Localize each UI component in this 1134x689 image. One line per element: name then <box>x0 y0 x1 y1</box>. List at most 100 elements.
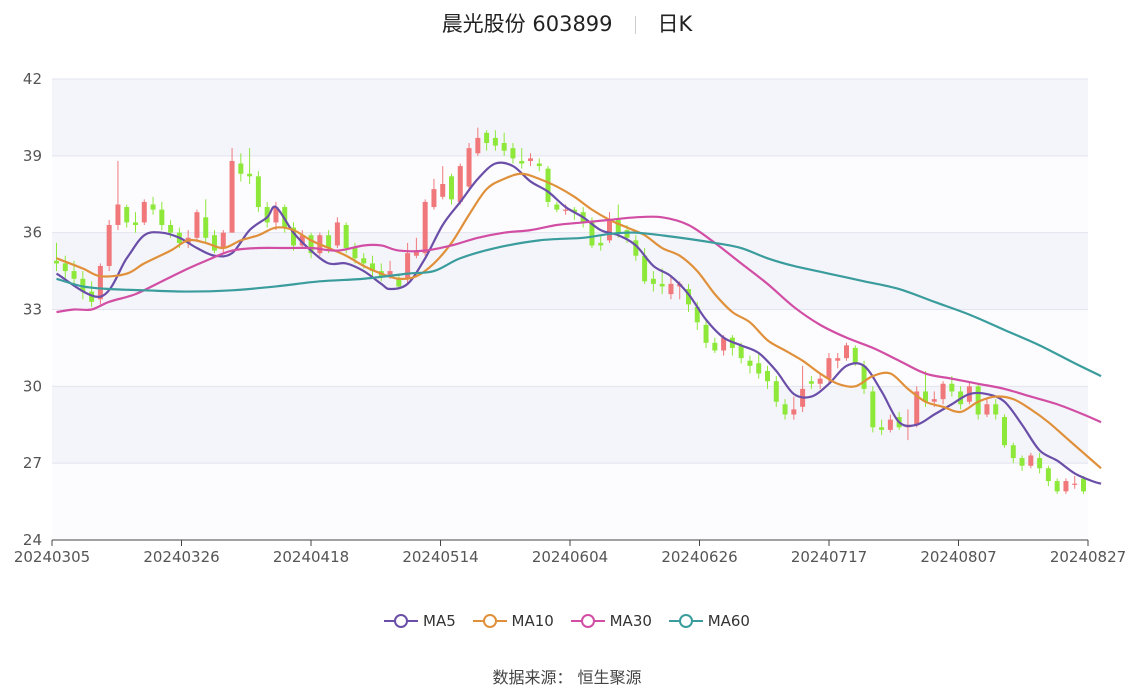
candle-body <box>194 212 200 238</box>
series-line-ma30 <box>56 215 1102 424</box>
x-tick-label: 20240514 <box>402 548 478 566</box>
candle-body <box>1054 481 1060 492</box>
legend-label-ma30: MA30 <box>609 612 652 630</box>
candle-body <box>501 143 507 151</box>
candle-body <box>492 137 498 146</box>
candle-body <box>54 260 59 264</box>
candle-body <box>387 271 393 277</box>
candle-body <box>457 166 463 202</box>
x-tick-label: 20240326 <box>143 548 219 566</box>
x-tick-label: 20240827 <box>1050 548 1126 566</box>
candle-body <box>923 391 928 402</box>
candle-body <box>115 204 121 225</box>
candle-body <box>835 358 841 361</box>
candle-body <box>510 148 516 159</box>
candlestick-chart: 24 27 30 33 36 39 42 20240305 20240326 20240418 20… <box>14 70 1126 566</box>
y-tick-label: 24 <box>23 531 42 549</box>
candle-body <box>1010 445 1016 459</box>
x-tick-label: 20240418 <box>273 548 349 566</box>
candle-body <box>668 283 674 295</box>
candle-body <box>238 163 244 174</box>
candle-body <box>62 263 68 272</box>
grid-band <box>52 79 1088 156</box>
candle-body <box>773 381 779 402</box>
legend: MA5 MA10 MA30 MA60 <box>0 612 1134 632</box>
candle-body <box>852 347 858 364</box>
candle-body <box>703 324 709 343</box>
x-tick-label: 20240305 <box>14 548 90 566</box>
candle-body <box>949 383 955 392</box>
candle-body <box>808 381 814 384</box>
candle-body <box>405 253 411 279</box>
y-tick-label: 39 <box>23 147 42 165</box>
candle-body <box>150 204 156 210</box>
legend-item-ma5[interactable]: MA5 <box>384 612 456 630</box>
candle-body <box>826 358 832 379</box>
candle-body <box>563 209 569 211</box>
candle-body <box>879 427 885 430</box>
x-tick-label: 20240717 <box>791 548 867 566</box>
candle-body <box>124 207 130 223</box>
candle-body <box>220 232 226 249</box>
candle-body <box>422 201 428 254</box>
candle-body <box>484 132 490 144</box>
candle-body <box>931 399 937 402</box>
candle-body <box>212 235 217 251</box>
y-tick-label: 27 <box>23 454 42 472</box>
candle-body <box>519 160 525 164</box>
candle-body <box>1002 417 1007 446</box>
candle-body <box>141 201 147 223</box>
legend-item-ma10[interactable]: MA10 <box>472 612 554 630</box>
grid-band <box>52 386 1088 464</box>
candle-body <box>765 370 770 382</box>
candle-body <box>615 219 621 233</box>
candle-body <box>334 222 340 246</box>
legend-item-ma60[interactable]: MA60 <box>668 612 750 630</box>
candle-body <box>975 386 981 415</box>
candle-body <box>914 391 920 425</box>
candle-body <box>633 240 639 256</box>
candle-body <box>642 255 648 282</box>
legend-label-ma5: MA5 <box>423 612 456 630</box>
candle-body <box>343 224 349 249</box>
stock-name-code: 晨光股份 603899 <box>441 12 613 36</box>
legend-marker-ma10 <box>472 614 507 628</box>
legend-marker-ma30 <box>570 614 605 628</box>
y-tick-label: 36 <box>23 224 42 242</box>
x-tick-label: 20240807 <box>920 548 996 566</box>
candle-body <box>106 224 112 266</box>
legend-label-ma10: MA10 <box>511 612 554 630</box>
legend-marker-ma60 <box>668 614 703 628</box>
candle-body <box>650 278 656 284</box>
candle-body <box>791 409 797 415</box>
x-tick-label: 20240604 <box>532 548 608 566</box>
candle-body <box>431 189 437 208</box>
candle-body <box>1072 483 1078 485</box>
series-line-ma5 <box>55 161 1102 485</box>
candle-body <box>554 204 560 210</box>
candle-body <box>1019 458 1025 466</box>
candle-body <box>624 230 630 238</box>
candle-body <box>255 176 261 208</box>
candle-body <box>984 404 990 415</box>
candle-body <box>370 263 375 272</box>
candle-body <box>844 345 849 359</box>
candle-body <box>80 278 86 292</box>
series-line-ma10 <box>56 172 1102 470</box>
candle-body <box>308 235 314 254</box>
candle-body <box>475 137 481 154</box>
candle-body <box>782 404 788 415</box>
candle-body <box>1037 458 1043 469</box>
x-tick-label: 20240626 <box>661 548 737 566</box>
candle-body <box>712 342 718 351</box>
legend-item-ma30[interactable]: MA30 <box>570 612 652 630</box>
candle-body <box>361 258 367 264</box>
candle-body <box>1063 481 1069 492</box>
candle-body <box>396 278 402 287</box>
candle-body <box>598 242 604 246</box>
candle-body <box>861 365 867 389</box>
candle-body <box>203 217 209 238</box>
candle-body <box>133 222 138 225</box>
candle-body <box>413 250 419 256</box>
candle-body <box>1028 455 1034 466</box>
